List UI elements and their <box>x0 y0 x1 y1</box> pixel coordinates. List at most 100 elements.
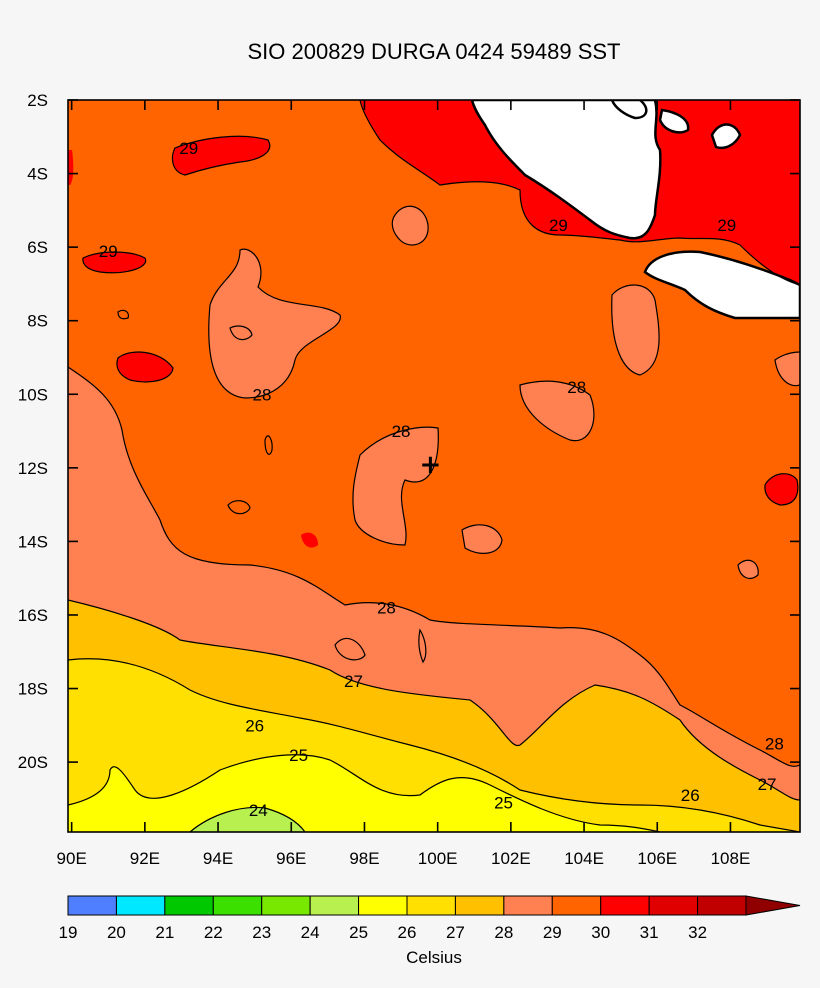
colorbar-tick-label: 29 <box>543 923 562 942</box>
colorbar-swatch <box>67 895 117 916</box>
x-tick-label: 104E <box>564 849 604 868</box>
x-tick-label: 102E <box>491 849 531 868</box>
x-tick-label: 96E <box>276 849 306 868</box>
contour-lines <box>68 100 800 832</box>
contour-28-patch-i <box>334 637 366 661</box>
colorbar-tick-label: 27 <box>446 923 465 942</box>
contour-label: 26 <box>245 716 264 735</box>
x-tick-label: 90E <box>57 849 87 868</box>
colorbar-swatch <box>551 895 602 916</box>
contour-labels: 29 29 29 29 28 28 28 28 28 27 27 26 26 25 25 24 <box>99 139 784 820</box>
contour-28-main <box>68 366 800 767</box>
colorbar-tick-label: 23 <box>252 923 271 942</box>
fill-patch-28-b <box>352 427 439 545</box>
land-borneo-edge <box>610 100 648 120</box>
contour-26-main <box>68 658 800 832</box>
contour-label: 29 <box>717 216 736 235</box>
colorbar-tick-label: 32 <box>688 923 707 942</box>
contour-29-north <box>359 100 800 286</box>
contour-28-patch-g <box>774 351 800 387</box>
colorbar-swatch <box>600 895 650 916</box>
contour-28-patch-b <box>352 426 439 546</box>
colorbar-tick-label: 24 <box>301 923 320 942</box>
y-tick-label: 14S <box>18 532 48 551</box>
contour-label: 27 <box>758 775 777 794</box>
fill-patch-28-c <box>520 381 594 441</box>
contour-label: 28 <box>377 599 396 618</box>
colorbar-tick-label: 22 <box>204 923 223 942</box>
contour-label: 25 <box>289 746 308 765</box>
y-tick-label: 20S <box>18 753 48 772</box>
contour-label: 26 <box>681 786 700 805</box>
fill-patch-28-f <box>462 524 502 554</box>
land-island-b <box>710 123 742 150</box>
fill-patch-28-a <box>208 249 341 398</box>
contour-label: 29 <box>99 242 118 261</box>
colorbar: 19 20 21 22 23 24 25 26 27 28 29 30 31 32 <box>59 895 801 942</box>
contour-29-d <box>764 473 799 506</box>
x-tick-label: 100E <box>418 849 458 868</box>
fill-patch-28-i <box>335 638 365 660</box>
colorbar-tick-label: 21 <box>155 923 174 942</box>
fill-patch-29-d <box>764 473 798 505</box>
colorbar-tick-label: 26 <box>398 923 417 942</box>
colorbar-tick-label: 28 <box>494 923 513 942</box>
fill-patch-28-e <box>611 284 660 375</box>
contour-small-2 <box>264 435 273 455</box>
contour-label: 27 <box>344 672 363 691</box>
contour-label: 28 <box>253 385 272 404</box>
contour-24-main <box>189 806 306 832</box>
colorbar-extend-arrow <box>745 895 801 916</box>
x-axis: 90E 92E 94E 96E 98E 100E 102E 104E 106E 108E <box>57 100 751 868</box>
contour-27-main <box>68 599 800 801</box>
x-tick-label: 98E <box>349 849 379 868</box>
fill-patch-29-e <box>301 532 318 548</box>
colorbar-swatch <box>115 895 166 916</box>
colorbar-swatch <box>648 895 699 916</box>
colorbar-swatch <box>164 895 214 916</box>
colorbar-tick-label: 20 <box>107 923 126 942</box>
contour-label: 28 <box>392 422 411 441</box>
contour-28-patch-h <box>737 559 759 579</box>
y-tick-label: 4S <box>27 165 48 184</box>
x-tick-label: 94E <box>203 849 233 868</box>
contour-28-patch-f <box>461 524 503 554</box>
colorbar-swatch <box>454 895 505 916</box>
colorbar-tick-label: 31 <box>640 923 659 942</box>
contour-label: 28 <box>567 378 586 397</box>
colorbar-swatch <box>697 895 747 916</box>
fill-patch-29-c <box>116 352 173 382</box>
colorbar-tick-label: 30 <box>591 923 610 942</box>
plot-area <box>68 100 800 832</box>
contour-small-1 <box>227 500 251 515</box>
x-tick-label: 106E <box>637 849 677 868</box>
x-tick-label: 92E <box>130 849 160 868</box>
y-axis: 2S 4S 6S 8S 10S 12S 14S 16S 18S 20S <box>18 91 800 772</box>
storm-position-marker: + <box>419 450 441 480</box>
contour-small-5 <box>418 628 427 664</box>
y-tick-label: 16S <box>18 606 48 625</box>
y-tick-label: 8S <box>27 312 48 331</box>
contour-28-patch-a <box>208 248 341 399</box>
colorbar-swatch <box>406 895 456 916</box>
fill-patch-29-b <box>82 252 146 273</box>
land-java <box>643 250 800 320</box>
contour-small-3 <box>117 309 129 320</box>
contour-label: 29 <box>179 139 198 158</box>
contour-label: 29 <box>549 216 568 235</box>
y-tick-label: 6S <box>27 238 48 257</box>
fill-band-24-25 <box>68 754 660 832</box>
contour-25-main <box>68 754 661 832</box>
colorbar-swatch <box>309 895 360 916</box>
colorbar-swatch <box>261 895 311 916</box>
chart-title: SIO 200829 DURGA 0424 59489 SST <box>247 39 620 64</box>
colorbar-swatch <box>503 895 553 916</box>
y-tick-label: 10S <box>18 385 48 404</box>
contour-small-4 <box>229 325 253 341</box>
x-tick-label: 108E <box>711 849 751 868</box>
fill-patch-29-f <box>68 150 74 185</box>
land-island-a <box>658 108 690 134</box>
y-tick-label: 2S <box>27 91 48 110</box>
contour-29-a <box>171 135 271 176</box>
